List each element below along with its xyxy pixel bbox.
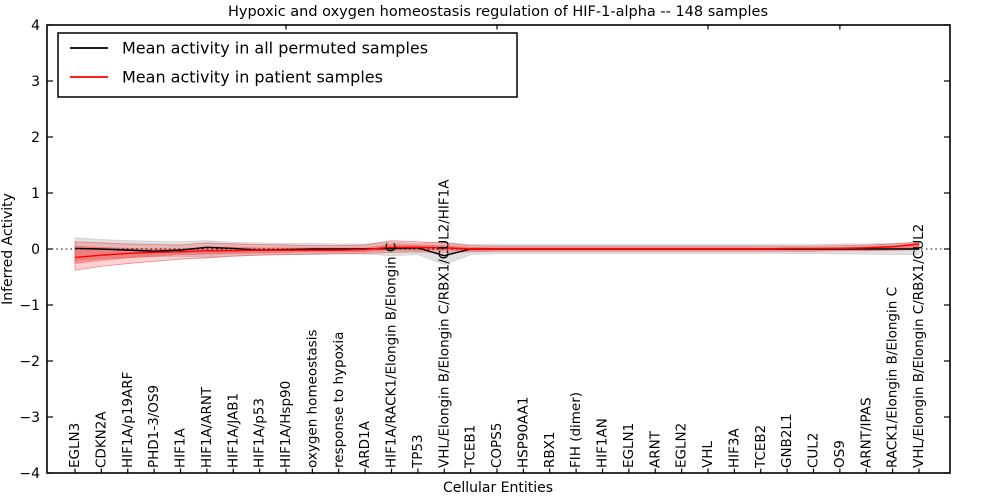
y-axis-label: Inferred Activity [0,193,16,305]
x-category-label: HIF1A/JAB1 [225,393,241,468]
x-category-label: HIF1A/RACK1/Elongin B/Elongin C [384,243,400,468]
x-category-label: GNB2L1 [779,413,795,468]
x-category-label: CUL2 [806,433,822,468]
x-category-label: TCEB2 [753,425,769,469]
chart-title: Hypoxic and oxygen homeostasis regulatio… [228,4,768,20]
y-tick-label: 1 [31,186,40,202]
x-category-label: VHL/Elongin B/Elongin C/RBX1/CUL2/HIF1A [436,179,452,468]
x-category-label: TP53 [410,434,426,469]
legend-label-1: Mean activity in patient samples [122,68,383,87]
x-category-label: VHL [700,441,716,468]
y-tick-label: 0 [31,242,40,258]
x-axis-label: Cellular Entities [443,480,553,496]
y-tick-label: −3 [19,410,40,426]
series-line-1 [74,243,920,259]
y-tick-label: 2 [31,130,40,146]
x-category-label: RBX1 [542,432,558,468]
x-category-label: VHL/Elongin B/Elongin C/RBX1/CUL2 [911,224,927,468]
x-category-label: ARNT/IPAS [858,397,874,468]
x-category-label: HIF1A/p19ARF [120,372,136,468]
x-category-label: EGLN3 [67,423,83,468]
x-category-label: ARD1A [357,420,373,468]
x-category-label: EGLN2 [674,423,690,468]
y-tick-label: −4 [19,466,40,482]
x-category-label: OS9 [832,440,848,468]
x-category-label: HIF1A [173,428,189,468]
legend-box [57,32,518,98]
x-category-label: FIH (dimer) [568,392,584,468]
x-category-label: PHD1-3/OS9 [146,385,162,468]
x-category-label: TCEB1 [463,425,479,469]
legend-label-0: Mean activity in all permuted samples [122,39,428,58]
x-category-label: HIF1A/ARNT [199,386,215,468]
x-category-label: CDKN2A [93,411,109,468]
x-category-label: response to hypoxia [331,332,347,468]
x-category-label: oxygen homeostasis [304,330,320,469]
x-category-label: COPS5 [489,423,505,468]
x-category-label: ARNT [647,430,663,468]
x-category-label: RACK1/Elongin B/Elongin C [885,287,901,468]
y-tick-label: −1 [19,298,40,314]
x-category-label: HIF1A/Hsp90 [278,381,294,468]
x-category-label: HIF1AN [595,418,611,468]
y-tick-label: −2 [19,354,40,370]
x-category-label: EGLN1 [621,423,637,468]
y-tick-label: 3 [31,74,40,90]
x-category-label: HIF3A [726,428,742,468]
y-tick-label: 4 [31,18,40,34]
x-category-label: HSP90AA1 [515,397,531,468]
x-category-label: HIF1A/p53 [252,398,268,468]
